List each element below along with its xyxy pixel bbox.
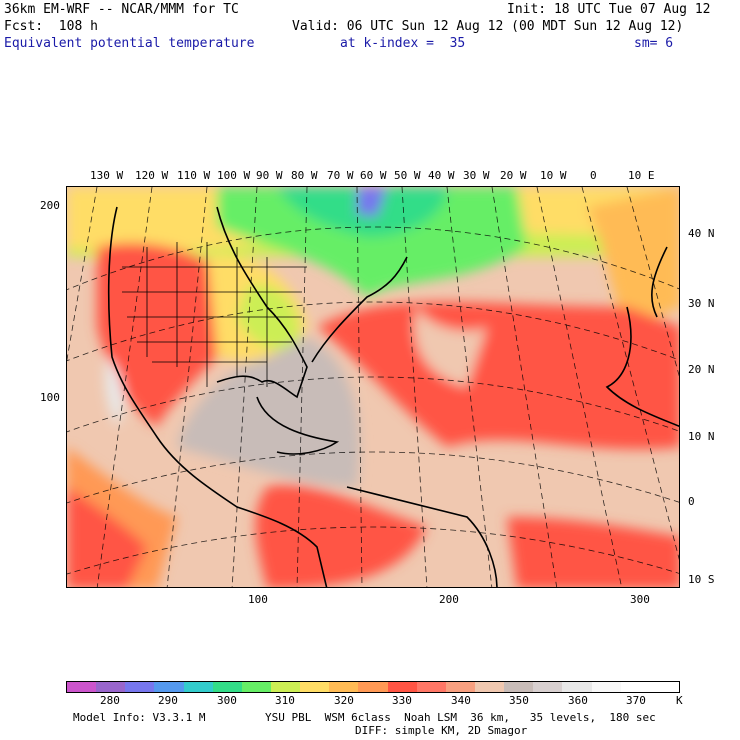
color-swatch [416, 682, 446, 692]
color-swatch [67, 682, 97, 692]
color-swatch [474, 682, 505, 692]
latitude-label: 10 N [688, 430, 715, 443]
valid-time: Valid: 06 UTC Sun 12 Aug 12 (00 MDT Sun … [292, 19, 684, 34]
color-swatch [270, 682, 301, 692]
forecast-hour: Fcst: 108 h [4, 19, 98, 34]
color-swatch [504, 682, 534, 692]
latitude-label: 20 N [688, 363, 715, 376]
scale-label: 290 [158, 694, 178, 707]
color-swatch [96, 682, 126, 692]
field-name: Equivalent potential temperature [4, 36, 255, 51]
diffusion-options: DIFF: simple KM, 2D Smagor [355, 724, 528, 737]
color-scale-bar [66, 681, 680, 693]
longitude-label: 70 W [327, 169, 354, 182]
longitude-label: 10 E [628, 169, 655, 182]
longitude-label: 30 W [463, 169, 490, 182]
smoothing-value: sm= 6 [634, 36, 674, 51]
color-swatch [562, 682, 592, 692]
longitude-label: 90 W [256, 169, 283, 182]
scale-label: 310 [275, 694, 295, 707]
level-index: at k-index = 35 [340, 36, 466, 51]
longitude-label: 40 W [428, 169, 455, 182]
longitude-label: 80 W [291, 169, 318, 182]
color-swatch [241, 682, 271, 692]
latitude-label: 40 N [688, 227, 715, 240]
latitude-label: 10 S [688, 573, 715, 586]
longitude-label: 60 W [360, 169, 387, 182]
longitude-label: 50 W [394, 169, 421, 182]
grid-label-bottom: 100 [248, 593, 268, 606]
scale-label: 340 [451, 694, 471, 707]
color-swatch [329, 682, 359, 692]
longitude-label: 110 W [177, 169, 211, 182]
color-swatch [620, 682, 650, 692]
color-swatch [358, 682, 388, 692]
longitude-label: 100 W [217, 169, 251, 182]
color-swatch [300, 682, 330, 692]
init-time: Init: 18 UTC Tue 07 Aug 12 [507, 2, 711, 17]
color-swatch [591, 682, 621, 692]
latitude-label: 0 [688, 495, 695, 508]
color-swatch [212, 682, 242, 692]
scale-label: 360 [568, 694, 588, 707]
scale-label: 300 [217, 694, 237, 707]
model-info: Model Info: V3.3.1 M [73, 711, 206, 724]
scale-label: 280 [100, 694, 120, 707]
color-swatch [533, 682, 563, 692]
color-swatch [387, 682, 417, 692]
color-swatch [154, 682, 184, 692]
grid-label-bottom: 300 [630, 593, 650, 606]
scale-label: 320 [334, 694, 354, 707]
color-swatch [125, 682, 155, 692]
scale-label: 370 [626, 694, 646, 707]
theta-e-map [66, 186, 680, 588]
longitude-label: 10 W [540, 169, 567, 182]
scale-unit: K [676, 694, 683, 707]
scale-label: 330 [392, 694, 412, 707]
longitude-label: 20 W [500, 169, 527, 182]
physics-options: YSU PBL WSM 6class Noah LSM 36 km, 35 le… [265, 711, 656, 724]
longitude-label: 120 W [135, 169, 169, 182]
longitude-label: 130 W [90, 169, 124, 182]
model-title: 36km EM-WRF -- NCAR/MMM for TC [4, 2, 239, 17]
latitude-label: 30 N [688, 297, 715, 310]
color-swatch [183, 682, 213, 692]
scale-label: 350 [509, 694, 529, 707]
grid-label-bottom: 200 [439, 593, 459, 606]
longitude-label: 0 [590, 169, 597, 182]
color-swatch [649, 682, 679, 692]
grid-label-left: 100 [40, 391, 60, 404]
map-canvas [67, 187, 679, 587]
color-swatch [445, 682, 475, 692]
grid-label-left: 200 [40, 199, 60, 212]
